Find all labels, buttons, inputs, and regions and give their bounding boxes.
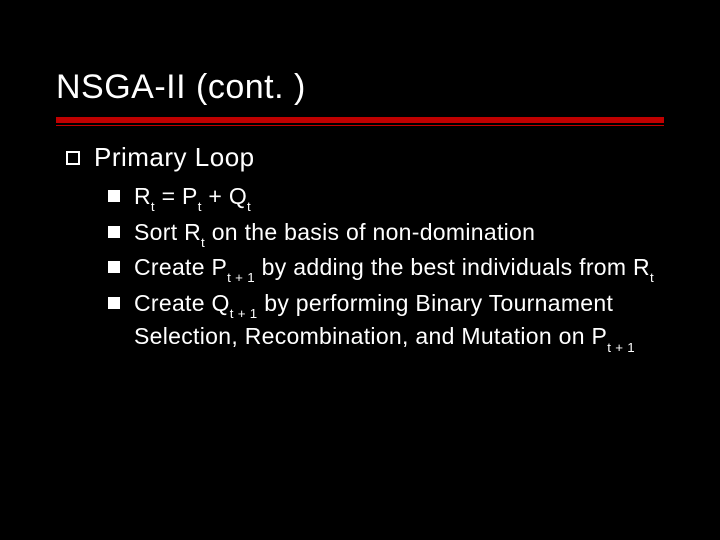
slide-title: NSGA-II (cont. ): [56, 68, 664, 107]
level2-text: Create Pt + 1 by adding the best individ…: [134, 252, 654, 286]
slide: NSGA-II (cont. ) Primary Loop Rt = Pt + …: [0, 0, 720, 540]
level2-list: Rt = Pt + QtSort Rt on the basis of non-…: [108, 181, 664, 355]
bullet-filled-icon: [108, 297, 120, 309]
level2-item: Sort Rt on the basis of non-domination: [108, 217, 664, 251]
level2-item: Create Qt + 1 by performing Binary Tourn…: [108, 288, 664, 355]
bullet-filled-icon: [108, 226, 120, 238]
level1-text: Primary Loop: [94, 142, 255, 173]
bullet-filled-icon: [108, 190, 120, 202]
level2-text: Create Qt + 1 by performing Binary Tourn…: [134, 288, 664, 355]
bullet-outline-icon: [66, 151, 80, 165]
level1-item: Primary Loop: [66, 142, 664, 173]
level2-item: Rt = Pt + Qt: [108, 181, 664, 215]
level2-item: Create Pt + 1 by adding the best individ…: [108, 252, 664, 286]
level2-text: Rt = Pt + Qt: [134, 181, 251, 215]
bullet-filled-icon: [108, 261, 120, 273]
level2-text: Sort Rt on the basis of non-domination: [134, 217, 535, 251]
title-underline-thin: [56, 125, 664, 126]
title-underline-thick: [56, 117, 664, 123]
